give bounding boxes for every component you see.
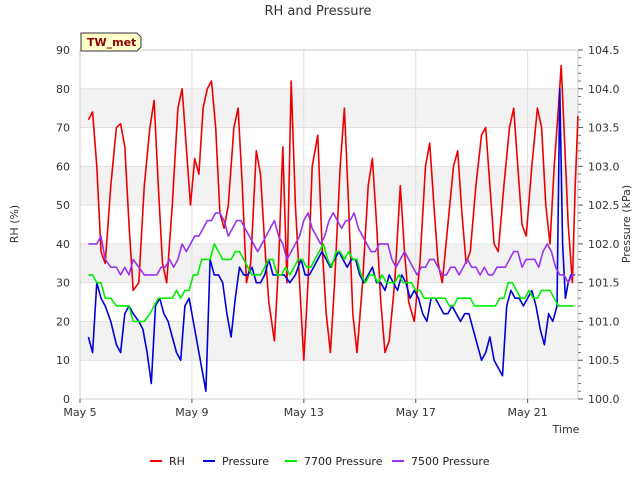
x-tick-label: May 9 (175, 406, 208, 419)
y-right-tick-label: 104.0 (588, 83, 620, 96)
y-right-tick-label: 103.5 (588, 122, 620, 135)
y-left-tick-label: 10 (56, 354, 70, 367)
x-tick-label: May 21 (508, 406, 548, 419)
y-left-tick-label: 20 (56, 315, 70, 328)
series-layer (87, 64, 579, 392)
legend: RH Pressure 7700 Pressure 7500 Pressure (150, 455, 490, 468)
y-right-tick-label: 100.5 (588, 354, 620, 367)
background-band (80, 166, 578, 206)
y-right-tick-label: 102.0 (588, 238, 620, 251)
axes-layer: 0 10 20 30 40 50 60 70 80 90 May 5 May 9 May 13 May 1… (56, 44, 620, 419)
y-right-tick-label: 101.5 (588, 277, 620, 290)
x-axis-label: Time (552, 423, 580, 436)
y-right-tick-label: 101.0 (588, 315, 620, 328)
x-tick-label: May 5 (63, 406, 96, 419)
legend-label: 7700 Pressure (304, 455, 383, 468)
series-line-pressure (87, 88, 574, 392)
background-band (80, 88, 578, 128)
y-left-tick-label: 40 (56, 238, 70, 251)
y-right-tick-label: 103.0 (588, 160, 620, 173)
legend-label: Pressure (222, 455, 269, 468)
y-left-tick-label: 70 (56, 122, 70, 135)
y-axis-right-label: Pressure (kPa) (620, 185, 633, 263)
y-left-tick-label: 50 (56, 199, 70, 212)
series-line-7700-pressure (88, 243, 574, 323)
series-line-rh (87, 64, 579, 361)
x-tick-label: May 17 (396, 406, 436, 419)
plot-frame (79, 49, 579, 400)
legend-label: 7500 Pressure (411, 455, 490, 468)
y-left-tick-label: 0 (63, 393, 70, 406)
station-badge: TW_met (80, 32, 142, 52)
y-left-tick-label: 90 (56, 44, 70, 57)
y-axis-left-label: RH (%) (8, 205, 21, 243)
chart-title: RH and Pressure (264, 4, 371, 19)
station-badge-label: TW_met (87, 36, 136, 49)
legend-label: RH (169, 455, 185, 468)
series-line-7500-pressure (88, 212, 576, 284)
y-left-tick-label: 80 (56, 83, 70, 96)
x-tick-label: May 13 (284, 406, 324, 419)
y-right-tick-label: 102.5 (588, 199, 620, 212)
y-left-tick-label: 60 (56, 160, 70, 173)
y-right-tick-label: 100.0 (588, 393, 620, 406)
y-right-tick-label: 104.5 (588, 44, 620, 57)
y-left-tick-label: 30 (56, 277, 70, 290)
